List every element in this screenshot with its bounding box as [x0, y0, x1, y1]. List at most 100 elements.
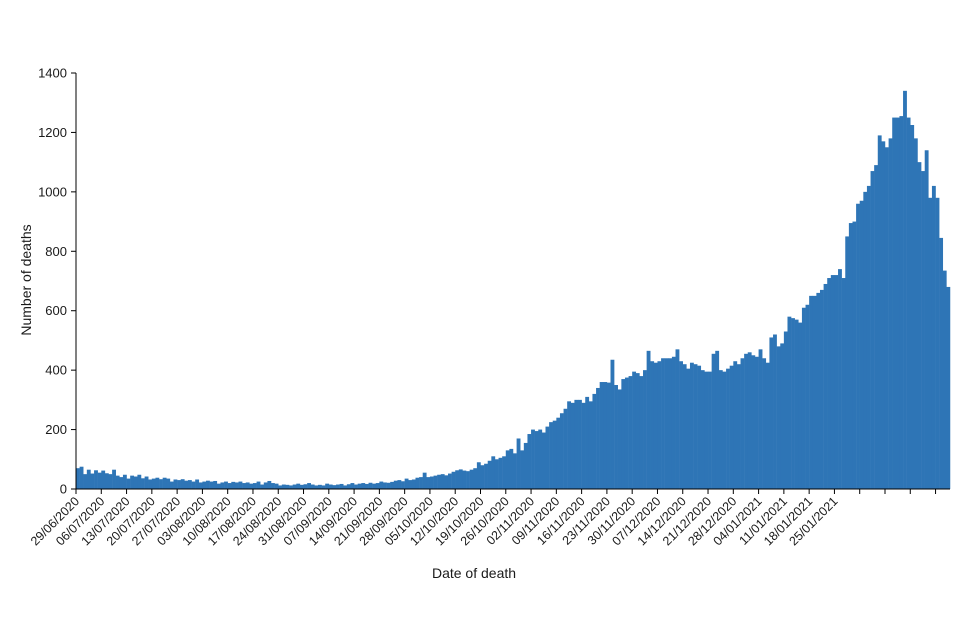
bar — [812, 295, 817, 489]
bar — [386, 482, 391, 489]
bar — [426, 477, 431, 489]
bar — [325, 483, 330, 489]
bar — [805, 304, 810, 489]
bar — [552, 420, 557, 489]
bar — [198, 482, 203, 489]
bar — [856, 203, 860, 490]
bar — [570, 402, 575, 489]
bar — [834, 275, 839, 489]
y-axis-title: Number of deaths — [18, 224, 34, 335]
bar — [924, 150, 929, 489]
bar — [588, 401, 593, 489]
bar — [783, 331, 788, 489]
bar — [234, 482, 239, 489]
bar — [708, 371, 712, 489]
y-ticks-group: 0 200 400 600 800 1000 1200 1400 — [38, 66, 76, 497]
bar — [794, 319, 799, 489]
bar — [281, 484, 286, 489]
bar — [332, 485, 337, 489]
bar — [393, 480, 398, 489]
bar — [238, 481, 243, 489]
bar — [556, 417, 561, 489]
bar — [903, 90, 907, 489]
bar — [354, 484, 358, 489]
bar — [155, 477, 160, 489]
bar — [252, 483, 257, 489]
bar — [693, 364, 698, 489]
bar — [841, 278, 846, 489]
bar — [697, 365, 702, 489]
bar — [715, 350, 720, 489]
bar — [866, 185, 871, 489]
bar — [245, 482, 250, 489]
bar — [718, 370, 723, 489]
bar — [162, 477, 167, 489]
bar — [758, 349, 763, 489]
bar — [458, 469, 463, 489]
bar — [469, 469, 474, 489]
bar — [122, 474, 127, 489]
bar — [159, 479, 163, 489]
bar — [224, 481, 228, 489]
bar — [931, 185, 936, 489]
bar — [614, 385, 618, 489]
bar — [852, 221, 857, 489]
bar — [357, 483, 362, 489]
y-tick-label: 1000 — [38, 184, 67, 199]
bar — [487, 460, 492, 489]
bar — [83, 474, 88, 489]
bar — [437, 474, 442, 489]
bar — [559, 413, 564, 489]
bar — [390, 481, 395, 489]
bar — [346, 484, 351, 489]
bar — [173, 479, 178, 489]
bar — [451, 471, 456, 489]
bar — [910, 125, 915, 489]
bar — [917, 162, 922, 489]
bar — [722, 371, 727, 489]
bar — [899, 116, 904, 489]
bar — [101, 470, 106, 489]
bar — [939, 237, 944, 489]
bar — [513, 453, 517, 489]
y-tick-label: 400 — [45, 363, 67, 378]
bar — [585, 396, 590, 489]
bar — [231, 481, 236, 489]
bar — [567, 401, 572, 489]
bar — [610, 359, 615, 489]
bar — [364, 483, 369, 489]
bar — [336, 484, 340, 489]
bar — [895, 117, 900, 489]
bar — [888, 138, 893, 489]
bar — [86, 469, 91, 489]
bar — [404, 478, 409, 489]
bar — [744, 353, 748, 489]
bar — [877, 135, 882, 489]
bar — [429, 476, 434, 489]
y-tick-label: 1400 — [38, 66, 67, 81]
bar — [119, 477, 124, 489]
bar — [480, 465, 485, 489]
bar — [776, 346, 781, 489]
bar — [415, 477, 420, 489]
bar — [621, 379, 626, 489]
bar — [689, 362, 694, 489]
bar — [151, 478, 156, 489]
bar — [942, 270, 947, 489]
bar — [191, 481, 196, 489]
bar — [884, 147, 889, 490]
bar — [307, 483, 311, 489]
bar — [520, 450, 525, 489]
bar — [711, 353, 716, 489]
bar — [650, 361, 655, 489]
bar — [773, 334, 777, 489]
bar — [787, 316, 792, 489]
bar — [180, 479, 185, 489]
bar — [603, 382, 608, 489]
bar — [726, 368, 730, 489]
bar — [505, 450, 510, 489]
bar — [133, 476, 138, 489]
bar — [733, 361, 738, 489]
bar — [928, 197, 933, 490]
bar — [422, 472, 427, 489]
